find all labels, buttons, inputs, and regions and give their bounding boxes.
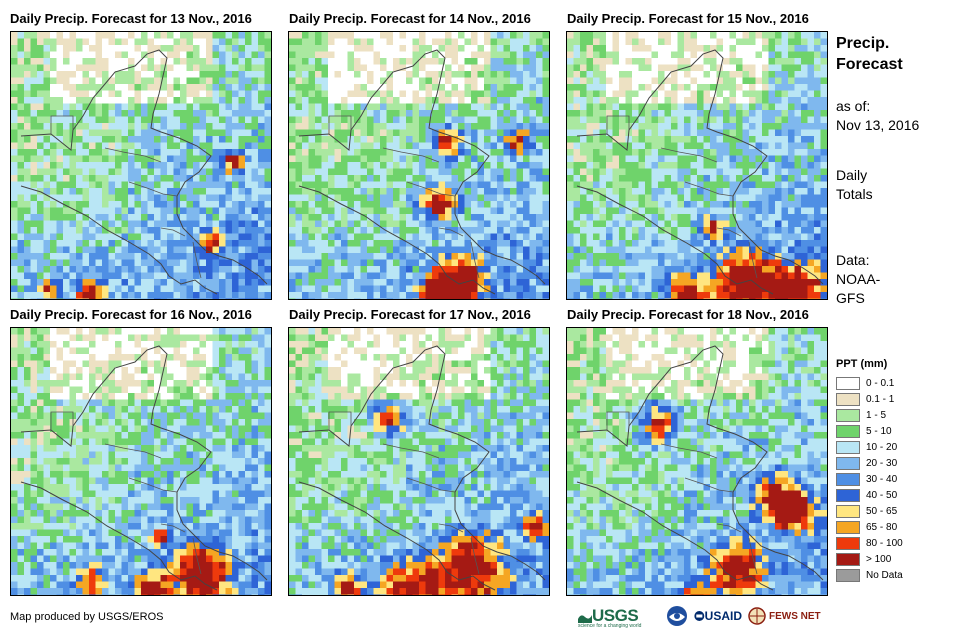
precip-map-graphic [289,32,549,299]
as-of-date: Nov 13, 2016 [836,117,920,133]
legend-item: 50 - 65 [836,503,897,519]
legend-label: 50 - 65 [866,505,898,517]
precip-map-graphic [289,328,549,595]
legend-item: 30 - 40 [836,471,897,487]
fews-net-logo: FEWS NET [748,601,822,631]
legend-swatch [836,408,860,422]
country-borders [606,115,758,279]
country-borders [606,411,758,575]
legend-label: 1 - 5 [866,409,887,421]
usgs-logo-text: USGS [592,606,639,625]
panel-title-2: Daily Precip. Forecast for 14 Nov., 2016 [289,11,531,26]
legend-swatch [836,504,860,518]
panel-title-5: Daily Precip. Forecast for 17 Nov., 2016 [289,307,531,322]
panel-title-1: Daily Precip. Forecast for 13 Nov., 2016 [10,11,252,26]
precip-map-graphic [11,32,271,299]
totals-line1: Daily [836,167,868,183]
legend-item: 80 - 100 [836,535,903,551]
legend-swatch [836,472,860,486]
legend-label: 0.1 - 1 [866,393,895,405]
country-borders [50,411,202,575]
data-source-line3: GFS [836,290,865,306]
legend-label: > 100 [866,553,892,565]
forecast-map-4[interactable] [10,327,272,596]
legend-item: 0 - 0.1 [836,375,894,391]
forecast-map-6[interactable] [566,327,828,596]
legend-swatch [836,392,860,406]
forecast-map-5[interactable] [288,327,550,596]
map-credit: Map produced by USGS/EROS [10,611,164,623]
legend-swatch [836,520,860,534]
country-borders [328,411,480,575]
usaid-seal-icon [694,611,705,621]
usgs-wave-icon [578,615,592,623]
coastline [298,345,546,591]
legend-item: > 100 [836,551,891,567]
legend-swatch [836,440,860,454]
legend-item: 65 - 80 [836,519,897,535]
usgs-logo: USGS science for a changing world [578,601,660,631]
noaa-logo [666,601,690,631]
precip-map-graphic [567,32,827,299]
as-of-block: as of: Nov 13, 2016 [836,97,919,135]
usaid-logo-text: USAID [704,609,742,623]
legend-item: 10 - 20 [836,439,897,455]
legend-swatch [836,424,860,438]
totals-line2: Totals [836,186,873,202]
panel-title-3: Daily Precip. Forecast for 15 Nov., 2016 [567,11,809,26]
forecast-map-3[interactable] [566,31,828,300]
fews-net-logo-text: FEWS NET [769,610,821,622]
noaa-emblem-icon [667,606,687,626]
legend-label: 20 - 30 [866,457,898,469]
side-title: Precip. Forecast [836,33,903,75]
side-title-line1: Precip. [836,35,890,52]
totals-block: Daily Totals [836,166,873,204]
coastline [576,345,824,591]
panel-title-4: Daily Precip. Forecast for 16 Nov., 2016 [10,307,252,322]
forecast-map-1[interactable] [10,31,272,300]
legend-item: No Data [836,567,903,583]
legend-label: 5 - 10 [866,425,892,437]
legend-label: 10 - 20 [866,441,898,453]
coastline [576,49,824,295]
precip-map-graphic [11,328,271,595]
legend-swatch [836,552,860,566]
panel-title-6: Daily Precip. Forecast for 18 Nov., 2016 [567,307,809,322]
coastline [20,49,268,295]
legend-item: 0.1 - 1 [836,391,894,407]
country-borders [328,115,480,279]
legend-label: 80 - 100 [866,537,903,549]
as-of-label: as of: [836,98,871,114]
legend-swatch [836,488,860,502]
data-source-block: Data: NOAA- GFS [836,251,880,308]
legend-item: 20 - 30 [836,455,897,471]
legend-swatch [836,568,860,582]
legend-label: 40 - 50 [866,489,898,501]
legend-label: 65 - 80 [866,521,898,533]
forecast-map-2[interactable] [288,31,550,300]
legend-label: 30 - 40 [866,473,898,485]
legend-swatch [836,536,860,550]
legend-swatch [836,456,860,470]
legend-label: 0 - 0.1 [866,377,895,389]
legend-swatch [836,376,860,390]
legend-label: No Data [866,569,903,581]
fews-net-globe-icon [748,607,766,625]
country-borders [50,115,202,279]
legend-title: PPT (mm) [836,358,888,370]
legend-item: 5 - 10 [836,423,892,439]
data-source-line2: NOAA- [836,271,881,287]
coastline [20,345,268,591]
coastline [298,49,546,295]
data-source-label: Data: [836,252,870,268]
usaid-logo: USAID [694,601,742,631]
side-title-line2: Forecast [836,56,903,73]
precip-map-graphic [567,328,827,595]
legend-item: 1 - 5 [836,407,886,423]
usgs-tagline: science for a changing world [578,623,642,629]
legend-item: 40 - 50 [836,487,897,503]
